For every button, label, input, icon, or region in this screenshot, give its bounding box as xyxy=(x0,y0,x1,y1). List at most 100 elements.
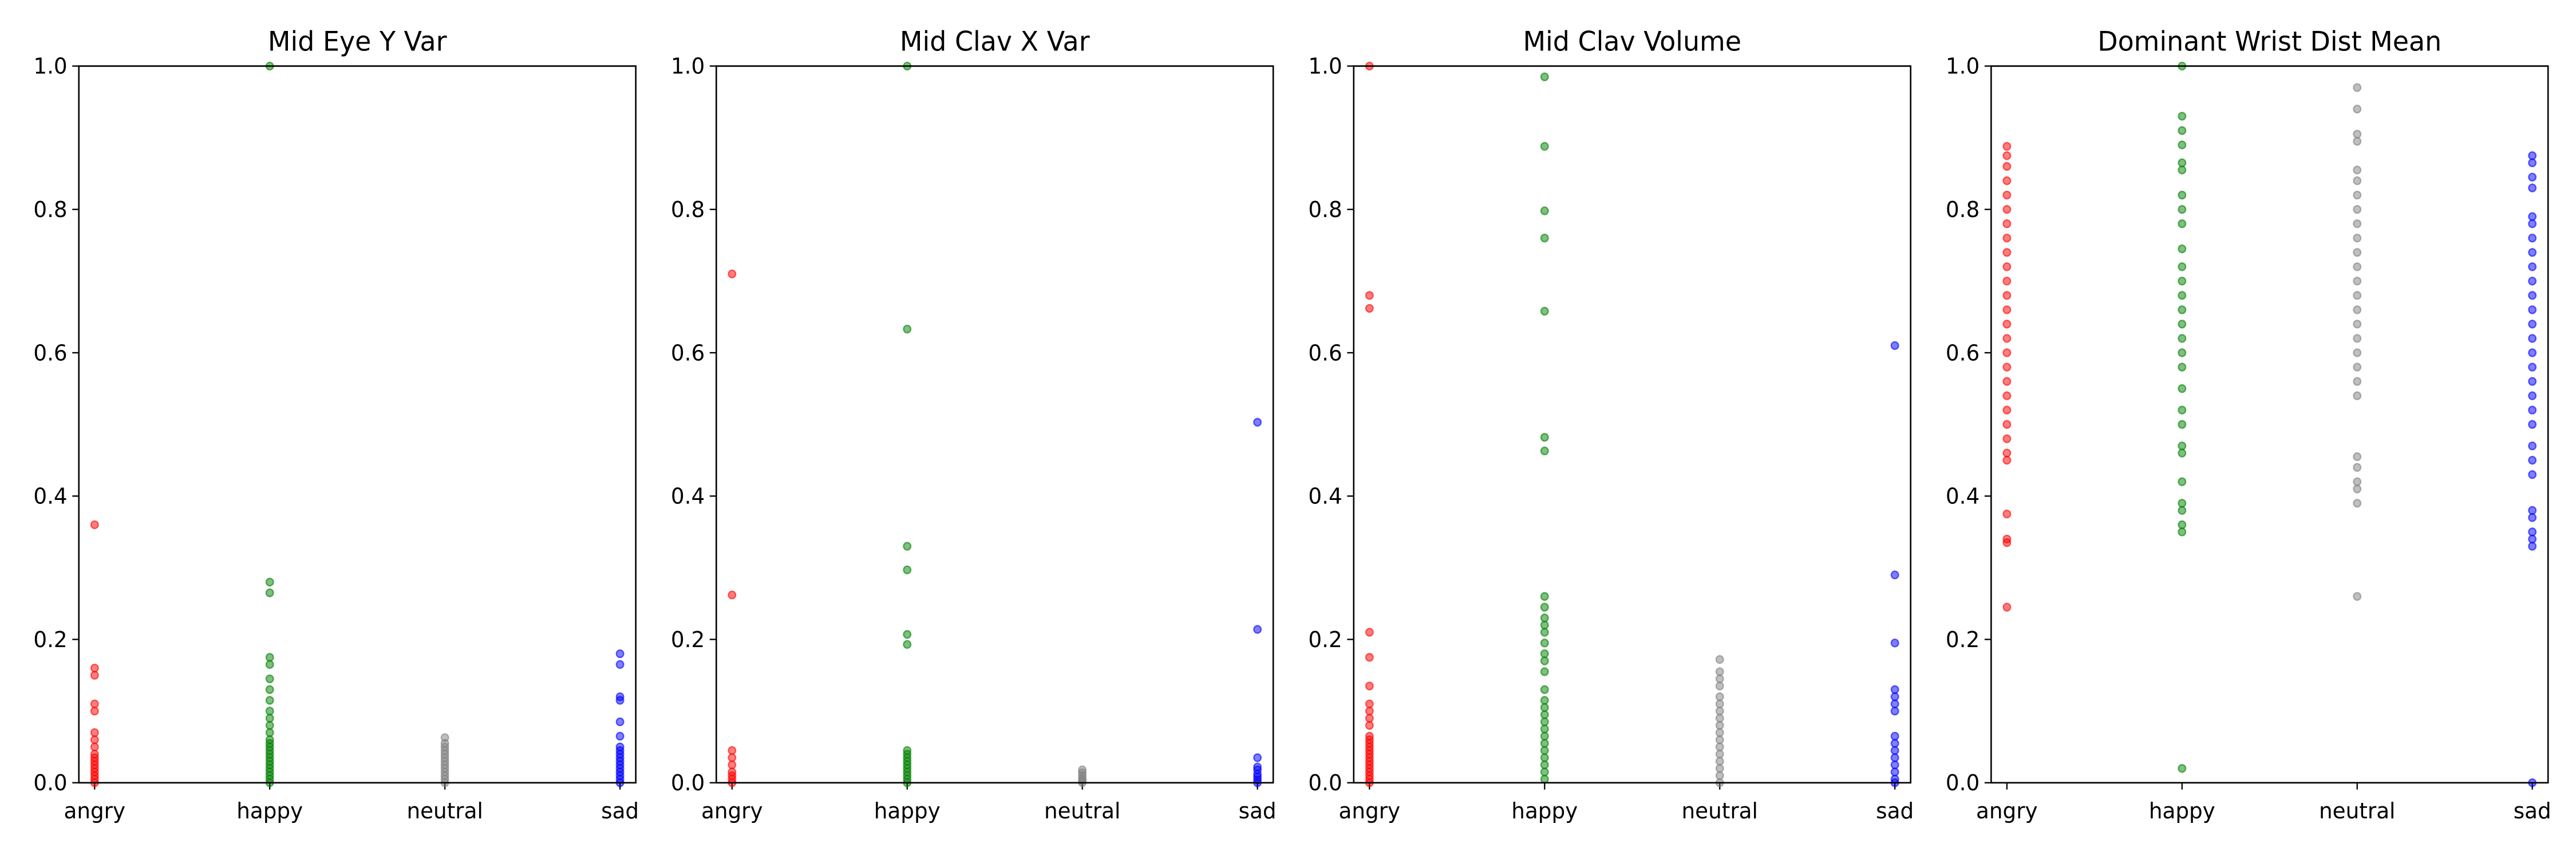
point xyxy=(90,728,99,737)
point xyxy=(1540,306,1549,316)
subplot-title: Dominant Wrist Dist Mean xyxy=(2097,26,2441,57)
x-tick-label: happy xyxy=(2149,798,2215,823)
point xyxy=(1365,304,1374,313)
point xyxy=(1540,206,1549,215)
point xyxy=(2528,234,2537,243)
point xyxy=(2353,348,2362,357)
y-tick-label: 1.0 xyxy=(1946,53,1980,79)
point xyxy=(1540,592,1549,601)
point xyxy=(2002,362,2012,372)
x-tick-label: angry xyxy=(701,798,763,823)
point xyxy=(1540,710,1549,719)
point xyxy=(1365,681,1374,691)
point xyxy=(903,324,912,334)
point xyxy=(2002,405,2012,415)
point xyxy=(1540,667,1549,676)
x-tick-label: happy xyxy=(236,798,303,823)
point xyxy=(2528,212,2537,221)
y-tick-label: 0.0 xyxy=(1946,770,1980,796)
point xyxy=(1540,753,1549,762)
point xyxy=(1365,628,1374,637)
point xyxy=(1540,602,1549,612)
point xyxy=(1890,341,1899,350)
x-tick-label: happy xyxy=(874,798,941,823)
y-tick-label: 1.0 xyxy=(671,53,705,79)
point xyxy=(2528,513,2537,522)
y-tick-label: 0.0 xyxy=(1308,770,1342,796)
point xyxy=(265,714,274,723)
point xyxy=(2353,592,2362,601)
point xyxy=(2178,320,2187,329)
point xyxy=(1540,760,1549,770)
point xyxy=(1540,685,1549,694)
point xyxy=(2178,441,2187,451)
point xyxy=(1540,432,1549,442)
point xyxy=(1890,767,1899,777)
point xyxy=(2528,277,2537,286)
axes-frame xyxy=(78,65,637,784)
point xyxy=(2002,234,2012,243)
point xyxy=(728,269,737,279)
point xyxy=(90,663,99,673)
point xyxy=(2178,166,2187,175)
point xyxy=(1715,692,1724,702)
point xyxy=(1365,653,1374,662)
subplot-title: Mid Clav X Var xyxy=(900,26,1091,57)
point xyxy=(615,649,625,659)
point xyxy=(615,660,625,669)
point xyxy=(1890,699,1899,708)
point xyxy=(1715,667,1724,676)
point xyxy=(903,630,912,639)
point xyxy=(615,717,625,727)
point xyxy=(1540,767,1549,777)
point xyxy=(2353,137,2362,146)
subplot-title: Mid Clav Volume xyxy=(1523,26,1741,57)
point xyxy=(1253,625,1262,634)
point xyxy=(903,565,912,574)
point xyxy=(2528,456,2537,465)
point xyxy=(1540,724,1549,734)
y-tick-label: 0.8 xyxy=(1946,196,1980,222)
point xyxy=(265,588,274,597)
point xyxy=(1890,731,1899,741)
point xyxy=(90,735,99,744)
point xyxy=(2002,420,2012,429)
subplot: Mid Clav Volume 0.0 0.2 0.4 0.6 0.8 1.0 angry ha… xyxy=(1308,26,1914,823)
point xyxy=(2528,219,2537,228)
point xyxy=(265,685,274,694)
point xyxy=(2528,320,2537,329)
y-tick-label: 0.2 xyxy=(33,626,67,652)
point xyxy=(1715,771,1724,781)
point xyxy=(2178,244,2187,254)
point xyxy=(2353,166,2362,175)
point xyxy=(1365,721,1374,730)
point xyxy=(2178,219,2187,228)
point xyxy=(265,660,274,669)
point xyxy=(1890,760,1899,770)
point xyxy=(2002,348,2012,357)
point xyxy=(2002,176,2012,186)
point xyxy=(2353,377,2362,386)
point xyxy=(90,742,99,751)
point xyxy=(265,707,274,716)
point xyxy=(2528,151,2537,160)
point xyxy=(2353,291,2362,300)
point xyxy=(2353,463,2362,472)
point xyxy=(2002,305,2012,314)
point xyxy=(2002,320,2012,329)
y-tick-label: 0.6 xyxy=(1308,340,1342,366)
point xyxy=(2353,391,2362,400)
point xyxy=(903,640,912,649)
point xyxy=(2002,377,2012,386)
point xyxy=(1890,707,1899,716)
point xyxy=(1540,72,1549,81)
point xyxy=(2353,176,2362,186)
point xyxy=(2528,183,2537,192)
point xyxy=(2353,248,2362,257)
point xyxy=(1890,692,1899,702)
point xyxy=(2178,420,2187,429)
x-tick-label: neutral xyxy=(406,798,483,823)
point xyxy=(2002,204,2012,214)
point xyxy=(1540,234,1549,243)
